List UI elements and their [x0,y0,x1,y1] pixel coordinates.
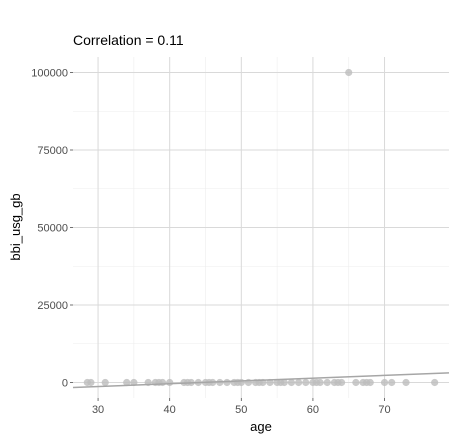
data-point [388,378,396,387]
data-point [402,378,410,387]
data-point [123,378,131,387]
y-tick-label: 25000 [37,300,68,312]
x-axis-title: age [250,419,272,434]
data-point [287,378,296,387]
data-point [345,68,353,77]
data-point [302,378,310,387]
data-point [337,378,346,387]
data-point [323,378,331,387]
chart-title: Correlation = 0.11 [73,32,184,48]
data-point [266,378,274,387]
data-point [316,378,324,387]
data-point [237,378,245,387]
data-point [295,378,303,387]
data-point [280,378,288,387]
y-tick-label: 100000 [31,68,68,80]
x-tick-label: 50 [235,404,247,416]
y-tick-label: 75000 [37,145,68,157]
data-point [366,378,374,387]
y-tick-label: 50000 [37,223,68,235]
data-point [87,378,95,387]
y-tick-label: 0 [62,378,68,390]
data-point [352,378,360,387]
x-tick-label: 70 [378,404,390,416]
data-point [431,378,439,387]
y-axis-title: bbi_usg_gb [8,193,23,260]
x-tick-label: 40 [164,404,176,416]
data-point [158,378,167,387]
trend-line [72,372,450,389]
data-point [380,378,389,387]
x-axis-ticks: 30 40 50 60 70 [92,398,391,416]
data-point [223,378,231,387]
trend-line-group [72,372,450,389]
y-axis-ticks: 0 25000 50000 75000 100000 [31,68,73,390]
data-point [166,378,174,387]
data-point [101,378,109,387]
x-tick-label: 30 [92,404,104,416]
x-tick-label: 60 [307,404,319,416]
